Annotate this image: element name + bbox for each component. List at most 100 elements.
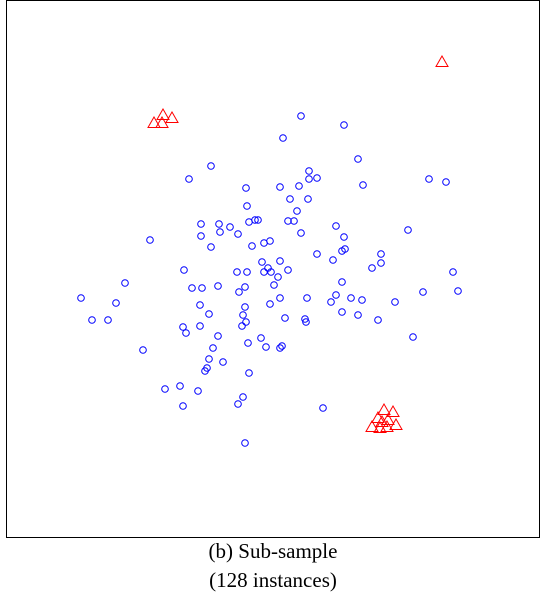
- data-point: [404, 226, 412, 234]
- data-point: [425, 175, 433, 183]
- data-point: [179, 402, 187, 410]
- data-point: [260, 239, 268, 247]
- data-point: [278, 342, 286, 350]
- data-point: [215, 220, 223, 228]
- data-point: [243, 202, 251, 210]
- data-point: [198, 284, 206, 292]
- caption-line: (128 instances): [209, 568, 337, 592]
- data-point: [233, 268, 241, 276]
- data-point: [332, 222, 340, 230]
- data-point: [258, 258, 266, 266]
- data-point: [243, 268, 251, 276]
- data-point: [197, 220, 205, 228]
- data-point: [104, 316, 112, 324]
- data-point: [419, 288, 427, 296]
- data-point: [338, 278, 346, 286]
- data-point: [179, 323, 187, 331]
- outlier-point: [365, 419, 379, 432]
- data-point: [266, 300, 274, 308]
- data-point: [377, 259, 385, 267]
- data-point: [214, 332, 222, 340]
- data-point: [329, 256, 337, 264]
- data-point: [368, 264, 376, 272]
- data-point: [354, 155, 362, 163]
- data-point: [238, 322, 246, 330]
- data-point: [180, 266, 188, 274]
- data-point: [77, 294, 85, 302]
- data-point: [303, 294, 311, 302]
- data-point: [449, 268, 457, 276]
- data-point: [338, 308, 346, 316]
- outlier-point: [381, 412, 395, 425]
- data-point: [290, 217, 298, 225]
- data-point: [205, 310, 213, 318]
- data-point: [358, 296, 366, 304]
- data-point: [340, 233, 348, 241]
- data-point: [245, 218, 253, 226]
- data-point: [313, 250, 321, 258]
- data-point: [121, 279, 129, 287]
- data-point: [347, 294, 355, 302]
- data-point: [284, 217, 292, 225]
- data-point: [281, 314, 289, 322]
- data-point: [234, 400, 242, 408]
- data-point: [176, 382, 184, 390]
- data-point: [188, 284, 196, 292]
- data-point: [262, 343, 270, 351]
- data-point: [197, 232, 205, 240]
- data-point: [377, 250, 385, 258]
- data-point: [276, 294, 284, 302]
- data-point: [270, 281, 278, 289]
- data-point: [146, 236, 154, 244]
- data-point: [305, 167, 313, 175]
- data-point: [207, 162, 215, 170]
- outlier-point: [147, 115, 161, 128]
- data-point: [201, 367, 209, 375]
- data-point: [286, 195, 294, 203]
- data-point: [276, 344, 284, 352]
- data-point: [88, 316, 96, 324]
- data-point: [242, 184, 250, 192]
- data-point: [185, 175, 193, 183]
- data-point: [276, 257, 284, 265]
- data-point: [341, 245, 349, 253]
- data-point: [276, 183, 284, 191]
- data-point: [139, 346, 147, 354]
- data-point: [248, 242, 256, 250]
- plot-frame: [6, 0, 540, 538]
- data-point: [391, 298, 399, 306]
- data-point: [442, 178, 450, 186]
- data-point: [234, 230, 242, 238]
- data-point: [214, 282, 222, 290]
- data-point: [235, 288, 243, 296]
- data-point: [359, 181, 367, 189]
- data-point: [182, 329, 190, 337]
- data-point: [374, 316, 382, 324]
- outlier-point: [377, 402, 391, 415]
- data-point: [245, 369, 253, 377]
- data-point: [313, 174, 321, 182]
- data-point: [239, 393, 247, 401]
- data-point: [295, 182, 303, 190]
- data-point: [241, 283, 249, 291]
- data-point: [274, 273, 282, 281]
- outlier-point: [155, 115, 169, 128]
- data-point: [297, 112, 305, 120]
- outlier-point: [386, 404, 400, 417]
- data-point: [305, 175, 313, 183]
- data-point: [279, 134, 287, 142]
- data-point: [319, 404, 327, 412]
- data-point: [194, 387, 202, 395]
- data-point: [257, 334, 265, 342]
- data-point: [239, 311, 247, 319]
- data-point: [304, 195, 312, 203]
- data-point: [209, 344, 217, 352]
- data-point: [409, 333, 417, 341]
- data-point: [293, 207, 301, 215]
- data-point: [196, 301, 204, 309]
- data-point: [219, 358, 227, 366]
- data-point: [260, 268, 268, 276]
- outlier-point: [375, 414, 389, 427]
- data-point: [340, 121, 348, 129]
- data-point: [302, 318, 310, 326]
